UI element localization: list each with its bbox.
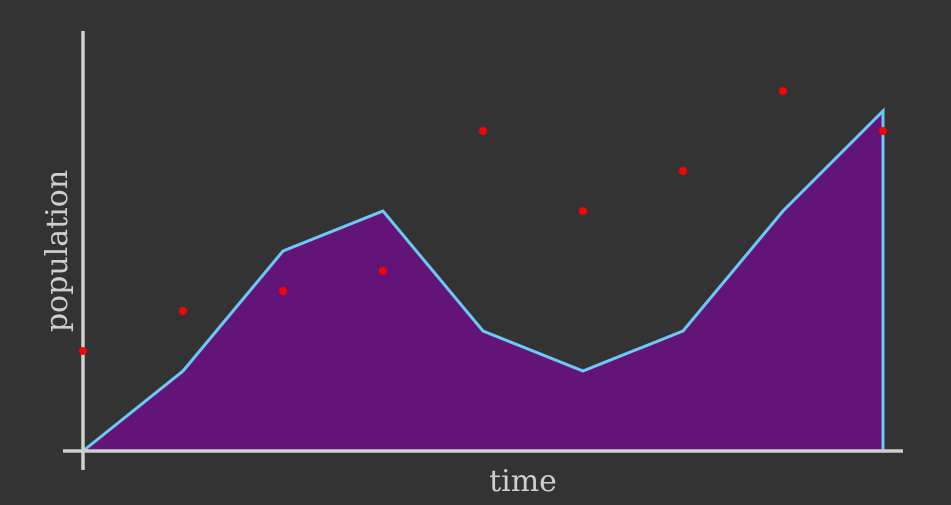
scatter-point bbox=[679, 167, 687, 175]
scatter-point bbox=[79, 347, 87, 355]
x-axis-label: time bbox=[489, 464, 557, 499]
scatter-point bbox=[179, 307, 187, 315]
scatter-point bbox=[279, 287, 287, 295]
scatter-point bbox=[579, 207, 587, 215]
scatter-series bbox=[79, 87, 887, 355]
scatter-point bbox=[779, 87, 787, 95]
y-axis-label: population bbox=[40, 170, 75, 332]
scatter-point bbox=[479, 127, 487, 135]
scatter-point bbox=[879, 127, 887, 135]
area-fill bbox=[83, 111, 883, 451]
scatter-point bbox=[379, 267, 387, 275]
area-line bbox=[82, 107, 885, 453]
